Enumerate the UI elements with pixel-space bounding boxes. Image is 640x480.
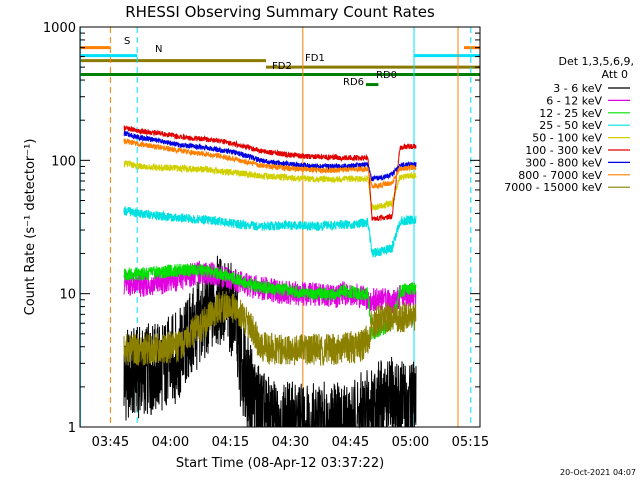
series-line-50-100-kev <box>123 160 417 211</box>
count-rate-series <box>123 124 417 429</box>
plot-frame <box>79 26 481 428</box>
series-line-800-7000-kev <box>123 138 417 190</box>
flag-label-n: N <box>155 44 162 55</box>
series-line-12-25-kev <box>123 263 417 340</box>
flag-label-rd0: RD0 <box>376 70 397 81</box>
observing-flag-bars <box>80 46 480 87</box>
legend-header-detectors: Det 1,3,5,6,9, <box>558 55 634 68</box>
series-line-100-300-kev <box>123 124 417 222</box>
footer-timestamp: 20-Oct-2021 04:07 <box>560 468 636 477</box>
legend-label-50-100-kev: 50 - 100 keV <box>532 132 602 145</box>
legend-label-800-7000-kev: 800 - 7000 keV <box>518 169 602 182</box>
flag-label-rd6: RD6 <box>343 77 364 88</box>
x-tick-label: 04:00 <box>152 435 189 450</box>
flag-label-s: S <box>124 36 130 47</box>
series-line-300-800-kev <box>123 130 417 182</box>
flag-label-fd2: FD2 <box>272 61 292 72</box>
x-tick-label: 05:15 <box>452 435 489 450</box>
y-axis-label: Count Rate (s⁻¹ detector⁻¹) <box>23 139 38 316</box>
y-tick-label: 10 <box>59 288 76 303</box>
series-line-7000-15000-kev <box>123 290 417 366</box>
legend-label-7000-15000-kev: 7000 - 15000 keV <box>504 181 602 194</box>
flag-label-fd1: FD1 <box>305 53 325 64</box>
x-tick-label: 04:45 <box>332 435 369 450</box>
x-tick-label: 03:45 <box>92 435 129 450</box>
series-line-25-50-kev <box>123 206 417 258</box>
flag-labels: S N FD1 FD2 RD0 RD6 <box>124 36 397 88</box>
series-line-6-12-kev <box>123 260 417 315</box>
y-tick-label: 1000 <box>43 21 76 36</box>
series-line-3-6-kev <box>123 255 417 429</box>
legend-label-100-300-kev: 100 - 300 keV <box>525 144 602 157</box>
y-tick-label: 1 <box>68 421 76 436</box>
plot-data-layer <box>79 27 480 429</box>
x-tick-label: 04:30 <box>272 435 309 450</box>
legend-label-12-25-kev: 12 - 25 keV <box>539 107 602 120</box>
chart-title: RHESSI Observing Summary Count Rates <box>125 3 435 21</box>
axes: 1 10 100 1000 03:45 04:00 04:15 04:30 04:45 05:00… <box>43 21 489 450</box>
legend-label-6-12-kev: 6 - 12 keV <box>546 94 602 107</box>
legend-label-300-800-kev: 300 - 800 keV <box>525 156 602 169</box>
legend-label-3-6-kev: 3 - 6 keV <box>553 82 602 95</box>
x-tick-label: 05:00 <box>392 435 429 450</box>
x-tick-label: 04:15 <box>212 435 249 450</box>
y-tick-label: 100 <box>51 154 76 169</box>
legend-label-25-50-kev: 25 - 50 keV <box>539 119 602 132</box>
legend-header-attenuator: Att 0 <box>602 68 628 81</box>
x-axis-label: Start Time (08-Apr-12 03:37:22) <box>176 456 384 471</box>
